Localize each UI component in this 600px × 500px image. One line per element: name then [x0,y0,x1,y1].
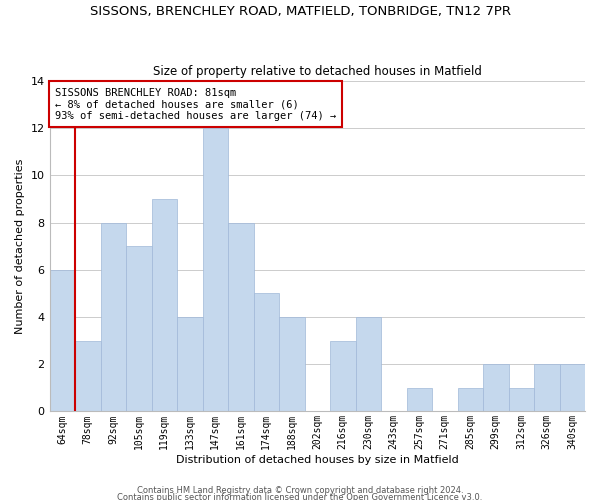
Bar [75,340,101,411]
Bar [509,388,534,411]
Text: Contains HM Land Registry data © Crown copyright and database right 2024.: Contains HM Land Registry data © Crown c… [137,486,463,495]
Bar [407,388,432,411]
Bar [177,317,203,412]
Bar [101,222,126,412]
Bar [203,128,228,412]
Bar [126,246,152,412]
Bar [228,222,254,412]
Y-axis label: Number of detached properties: Number of detached properties [15,158,25,334]
Bar [152,199,177,412]
X-axis label: Distribution of detached houses by size in Matfield: Distribution of detached houses by size … [176,455,458,465]
Bar [254,294,279,412]
Bar [50,270,75,412]
Text: SISSONS BRENCHLEY ROAD: 81sqm
← 8% of detached houses are smaller (6)
93% of sem: SISSONS BRENCHLEY ROAD: 81sqm ← 8% of de… [55,88,336,121]
Bar [458,388,483,411]
Bar [534,364,560,412]
Bar [279,317,305,412]
Text: SISSONS, BRENCHLEY ROAD, MATFIELD, TONBRIDGE, TN12 7PR: SISSONS, BRENCHLEY ROAD, MATFIELD, TONBR… [89,5,511,18]
Bar [356,317,381,412]
Bar [330,340,356,411]
Bar [560,364,585,412]
Text: Contains public sector information licensed under the Open Government Licence v3: Contains public sector information licen… [118,494,482,500]
Title: Size of property relative to detached houses in Matfield: Size of property relative to detached ho… [153,66,482,78]
Bar [483,364,509,412]
